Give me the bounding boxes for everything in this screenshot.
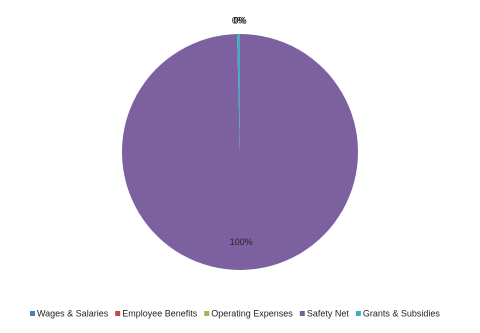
data-label: 0% (233, 15, 246, 25)
legend-swatch (299, 311, 305, 316)
legend-swatch (115, 311, 121, 316)
pie-slice (237, 34, 240, 152)
data-label: 0% (232, 15, 245, 25)
data-label: 0% (233, 15, 246, 25)
legend-label: Employee Benefits (122, 308, 198, 318)
legend-swatch (355, 311, 361, 316)
legend-label: Wages & Salaries (37, 308, 109, 318)
data-label: 0% (233, 15, 246, 25)
data-label: 100% (230, 237, 253, 247)
legend-label: Safety Net (307, 308, 350, 318)
pie-slice (122, 34, 359, 270)
legend-label: Operating Expenses (211, 308, 293, 318)
legend-swatch (204, 311, 210, 316)
legend-label: Grants & Subsidies (363, 308, 441, 318)
legend-swatch (30, 311, 35, 316)
